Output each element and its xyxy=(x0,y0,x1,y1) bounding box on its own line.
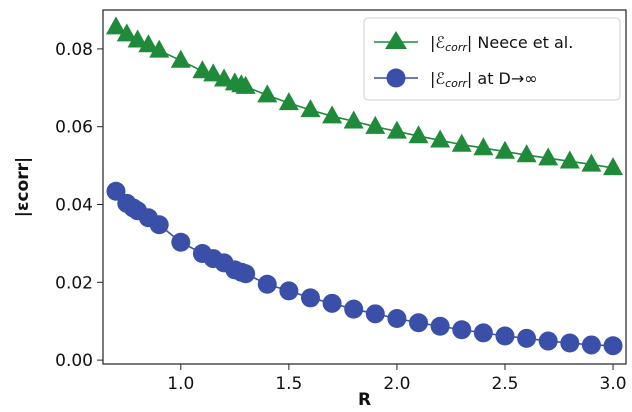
y-tick-label: 0.02 xyxy=(55,273,93,293)
data-point xyxy=(603,336,623,356)
data-point xyxy=(581,153,602,172)
data-point xyxy=(257,274,277,294)
data-point xyxy=(257,84,278,103)
x-tick-label: 1.0 xyxy=(167,374,194,394)
data-point xyxy=(149,39,170,58)
data-point xyxy=(170,49,191,68)
y-tick-label: 0.06 xyxy=(55,118,93,138)
y-tick-label: 0.04 xyxy=(55,196,93,216)
data-point xyxy=(116,23,137,42)
data-point xyxy=(171,232,191,252)
x-tick-label: 1.5 xyxy=(275,374,302,394)
x-axis-label: R xyxy=(358,390,371,410)
legend-marker xyxy=(386,68,406,88)
plot-marks xyxy=(105,16,624,356)
data-point xyxy=(538,331,558,351)
y-axis: 0.00 0.02 0.04 0.06 0.08 xyxy=(55,40,103,371)
data-point xyxy=(214,68,235,87)
data-point xyxy=(105,16,126,35)
data-point xyxy=(430,129,451,148)
legend-label: |ℰcorr| Neece et al. xyxy=(430,33,573,54)
data-point xyxy=(538,147,559,166)
y-axis-label-text: |εcorr| xyxy=(13,157,33,217)
y-tick-label: 0.08 xyxy=(55,40,93,60)
data-point xyxy=(560,333,580,353)
data-point xyxy=(300,99,321,118)
data-point xyxy=(344,299,364,319)
legend-item: |ℰcorr| at D→∞ xyxy=(374,68,538,90)
data-point xyxy=(300,288,320,308)
y-axis-label: |εcorr| xyxy=(13,157,33,217)
y-tick-label: 0.00 xyxy=(55,351,93,371)
data-point xyxy=(279,281,299,301)
series-line xyxy=(115,190,614,347)
data-point xyxy=(451,133,472,152)
legend-marker xyxy=(385,31,407,49)
data-point xyxy=(452,320,472,340)
x-axis: 1.0 1.5 2.0 2.5 3.0 xyxy=(167,364,627,394)
data-point xyxy=(408,125,429,144)
data-point xyxy=(236,264,256,284)
data-point xyxy=(495,326,515,346)
data-point xyxy=(603,157,624,176)
data-point xyxy=(235,75,256,94)
data-point xyxy=(322,105,343,124)
data-point xyxy=(517,328,537,348)
data-point xyxy=(203,63,224,82)
x-tick-label: 3.0 xyxy=(600,374,627,394)
data-point xyxy=(386,120,407,139)
data-point xyxy=(516,144,537,163)
data-point xyxy=(127,29,148,48)
data-point xyxy=(322,293,342,313)
data-point xyxy=(430,316,450,336)
data-point xyxy=(192,60,213,79)
data-point xyxy=(278,92,299,111)
data-point xyxy=(365,115,386,134)
data-point xyxy=(149,215,169,235)
data-point xyxy=(138,34,159,53)
legend: |ℰcorr| Neece et al. |ℰcorr| at D→∞ xyxy=(363,17,621,101)
legend-box xyxy=(363,17,621,101)
data-point xyxy=(409,313,429,333)
data-point xyxy=(581,335,601,355)
data-point xyxy=(559,150,580,169)
data-point xyxy=(473,137,494,156)
legend-label: |ℰcorr| at D→∞ xyxy=(430,69,538,90)
x-tick-label: 2.5 xyxy=(491,374,518,394)
data-point xyxy=(387,308,407,328)
plot-frame xyxy=(102,9,627,365)
data-point xyxy=(365,304,385,324)
data-point xyxy=(343,110,364,129)
series-1 xyxy=(105,16,624,176)
legend-item: |ℰcorr| Neece et al. xyxy=(374,31,573,54)
x-tick-label: 2.0 xyxy=(383,374,410,394)
data-point xyxy=(473,323,493,343)
data-point xyxy=(494,140,515,159)
series-2 xyxy=(106,181,623,356)
